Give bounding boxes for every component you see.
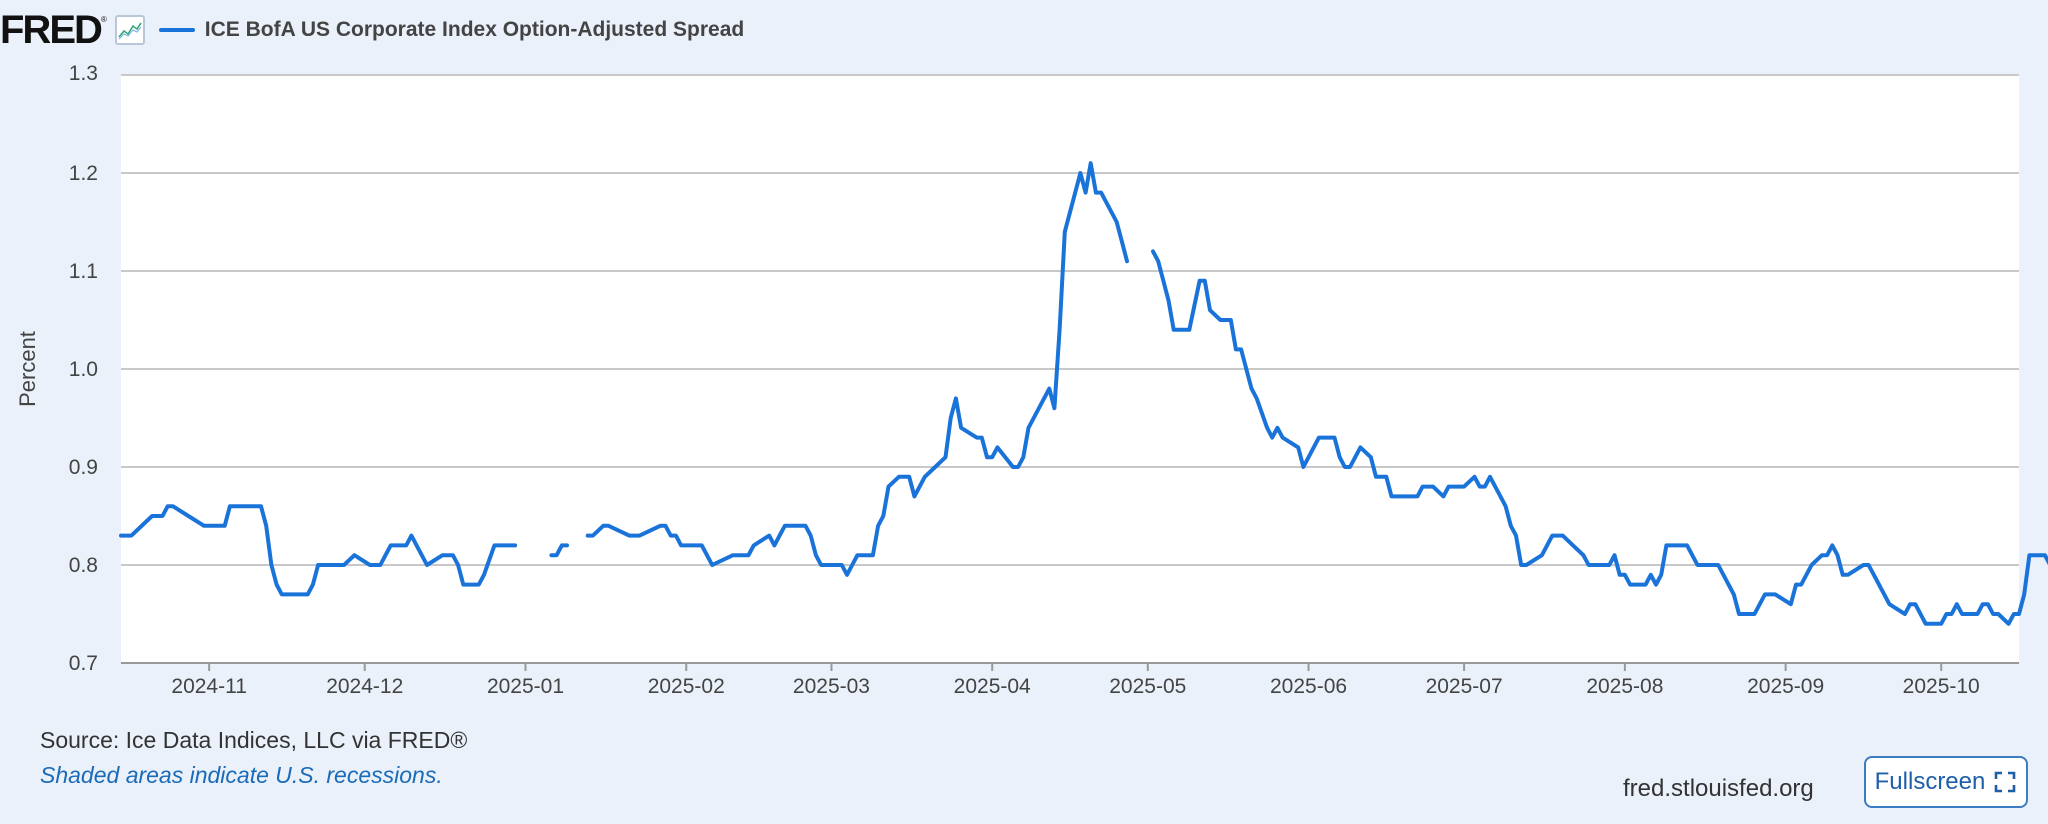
site-url[interactable]: fred.stlouisfed.org — [1623, 775, 1814, 802]
x-tick-label: 2025-06 — [1270, 675, 1347, 698]
chart: 0.7 0.8 0.9 1.0 1.1 1.2 1.3 2024-11 2024-12 2025… — [15, 62, 2048, 698]
y-tick-label: 1.2 — [69, 162, 98, 185]
source-text: Source: Ice Data Indices, LLC via FRED® — [40, 727, 468, 753]
fred-logo[interactable]: FRED® — [0, 10, 107, 50]
series-segment — [585, 161, 1129, 577]
x-tick-label: 2025-10 — [1903, 675, 1980, 698]
y-tick-label: 0.9 — [69, 456, 98, 479]
series-segment — [119, 504, 518, 597]
legend-swatch — [158, 28, 195, 32]
x-tick-label: 2024-12 — [326, 675, 403, 698]
legend: ICE BofA US Corporate Index Option-Adjus… — [158, 18, 745, 42]
line-chart-icon[interactable] — [114, 15, 145, 45]
y-tick-label: 1.3 — [69, 62, 98, 85]
series-segment — [549, 543, 569, 558]
recession-note: Shaded areas indicate U.S. recessions. — [40, 762, 443, 788]
x-tick-label: 2025-05 — [1109, 675, 1186, 698]
fullscreen-icon — [1995, 771, 2016, 793]
y-tick-labels: 0.7 0.8 0.9 1.0 1.1 1.2 1.3 — [69, 62, 98, 675]
fred-logo-text: FRED — [0, 8, 103, 52]
legend-label: ICE BofA US Corporate Index Option-Adjus… — [204, 18, 745, 41]
fullscreen-label: Fullscreen — [1874, 768, 1986, 795]
y-tick-label: 1.1 — [69, 260, 98, 283]
x-tick-label: 2025-01 — [487, 675, 564, 698]
fullscreen-button[interactable]: Fullscreen — [1864, 756, 2028, 808]
x-tick-label: 2025-08 — [1586, 675, 1663, 698]
y-tick-label: 1.0 — [69, 358, 98, 381]
x-tick-labels: 2024-11 2024-12 2025-01 2025-02 2025-03 2025-… — [171, 663, 1980, 698]
y-tick-label: 0.8 — [69, 554, 98, 577]
chart-header: FRED® ICE BofA US Corporate Index Option… — [0, 8, 744, 52]
x-tick-label: 2025-09 — [1747, 675, 1824, 698]
fred-logo-mark: ® — [100, 15, 107, 24]
y-tick-label: 0.7 — [69, 652, 98, 675]
series-line — [119, 161, 2048, 626]
x-tick-label: 2025-04 — [954, 675, 1031, 698]
series-segment — [1151, 249, 2048, 626]
x-tick-label: 2025-02 — [648, 675, 725, 698]
x-tick-label: 2025-03 — [793, 675, 870, 698]
x-tick-label: 2024-11 — [171, 675, 247, 698]
y-axis-label: Percent — [15, 331, 40, 407]
x-tick-label: 2025-07 — [1426, 675, 1503, 698]
